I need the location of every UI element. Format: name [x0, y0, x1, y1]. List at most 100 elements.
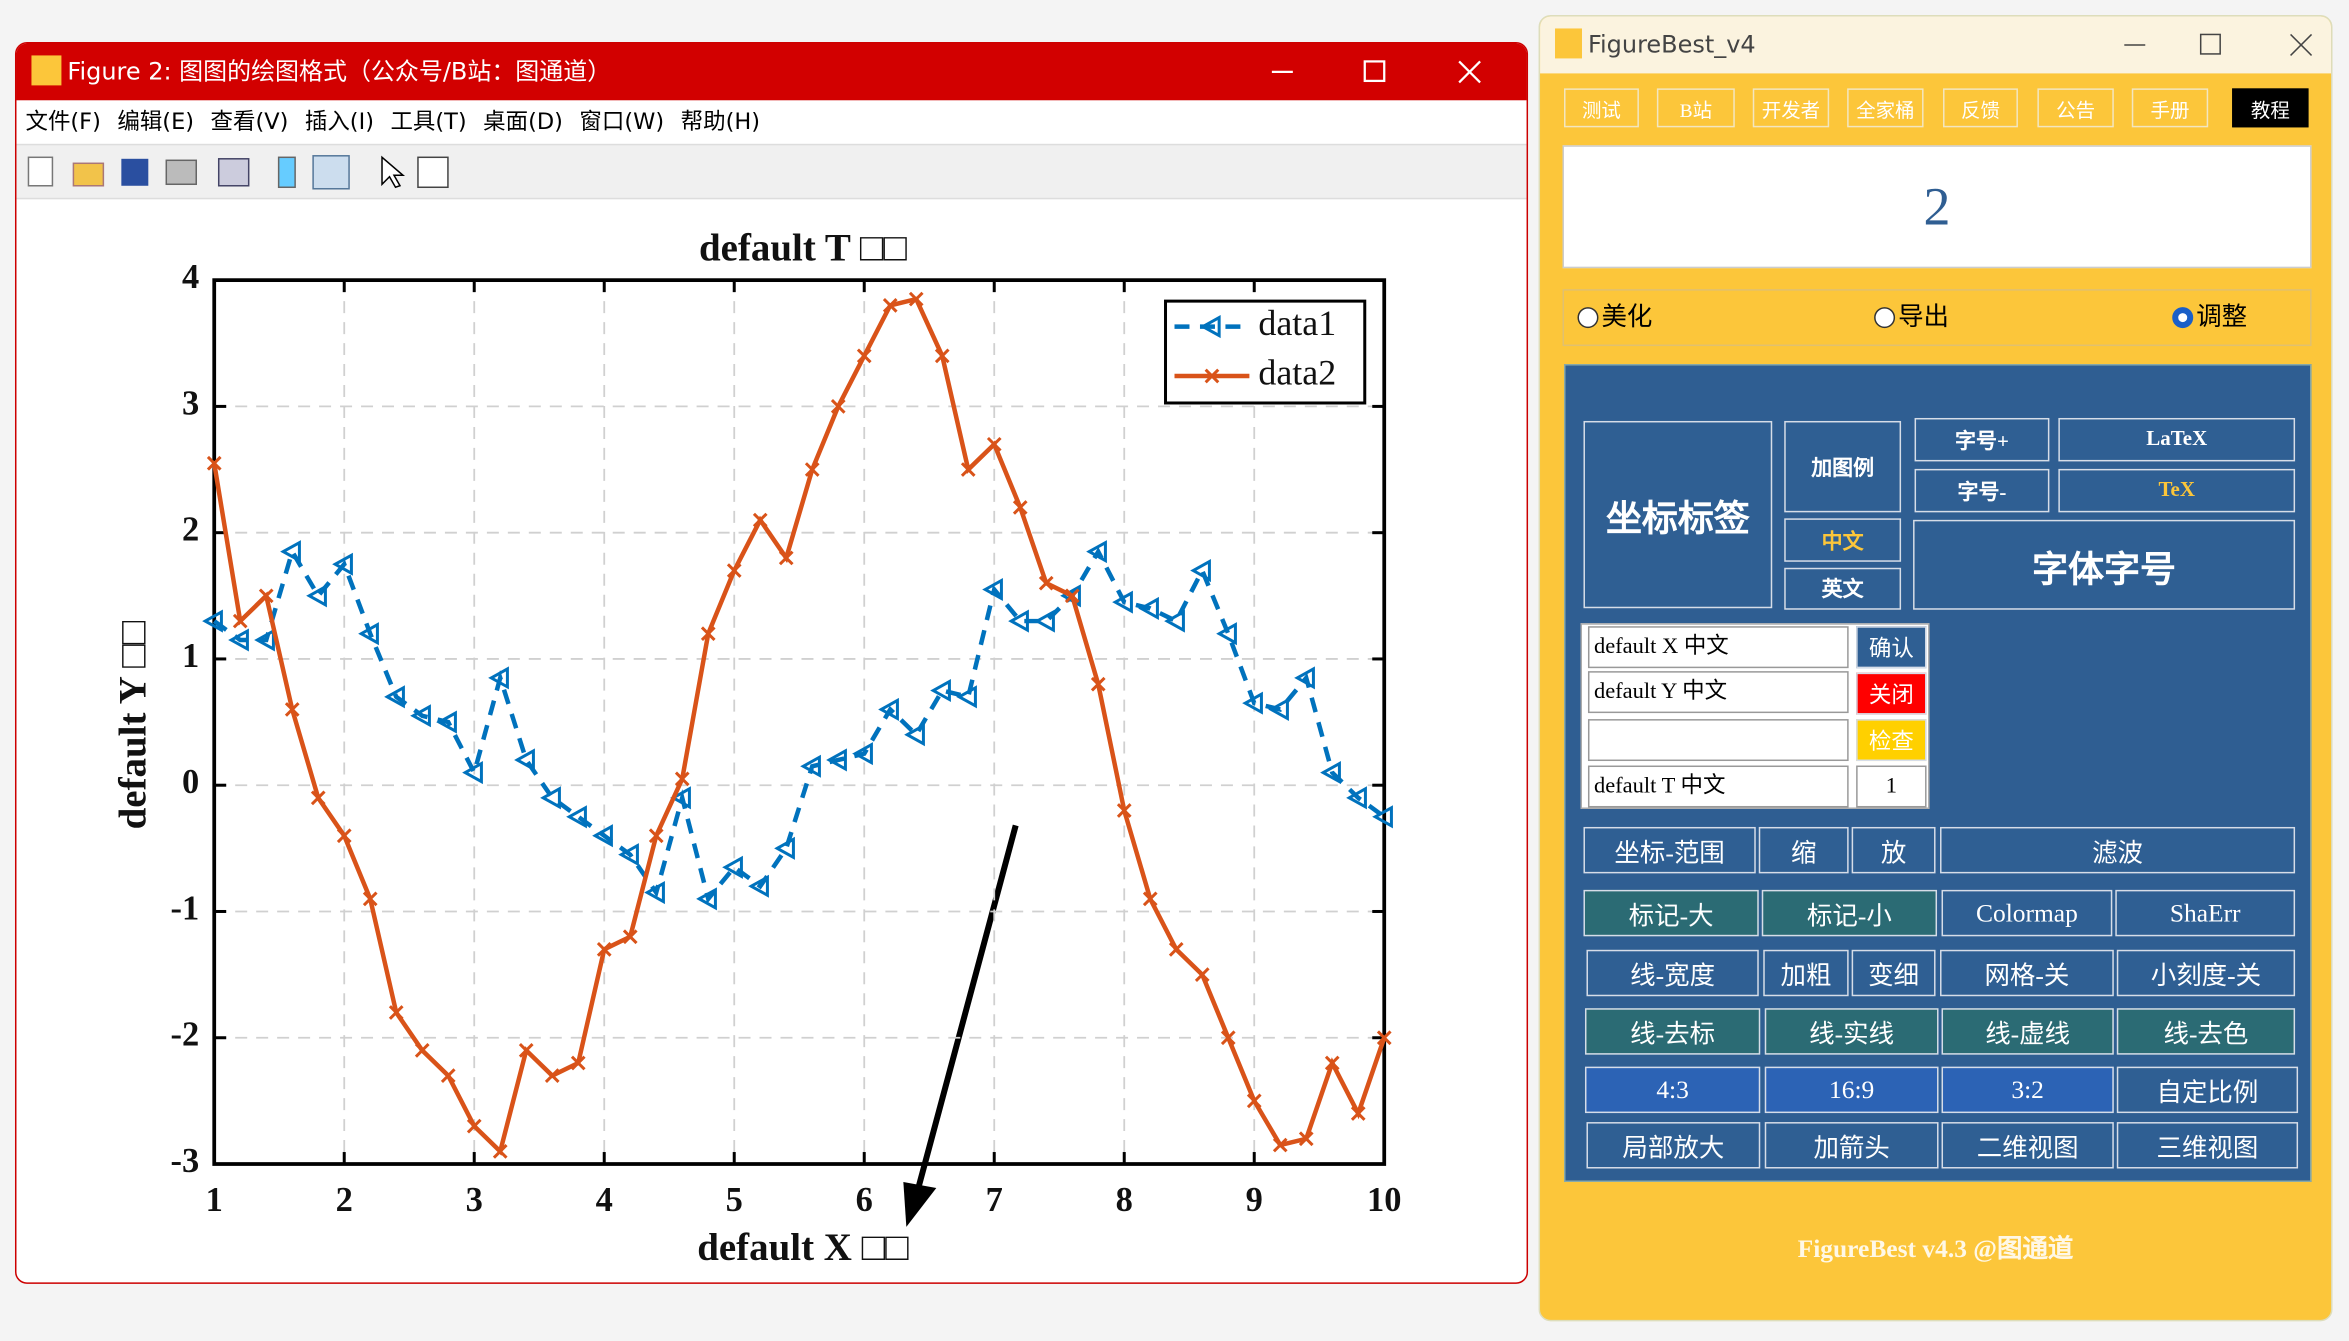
panel-button[interactable]: 缩 — [1758, 826, 1849, 874]
panel-button[interactable]: 中文 — [1784, 518, 1902, 562]
toolbar-icons[interactable] — [16, 145, 465, 197]
menu-item[interactable]: 帮助(H) — [680, 107, 760, 135]
data-point — [700, 626, 716, 642]
panel-button[interactable]: 自定比例 — [2116, 1066, 2299, 1114]
data-point — [544, 1068, 560, 1083]
data-point — [388, 1005, 404, 1020]
radio[interactable]: 导出 — [1874, 301, 1949, 334]
panel-button[interactable]: 小刻度-关 — [2116, 949, 2296, 997]
panel-button[interactable]: 三维视图 — [2116, 1122, 2299, 1169]
menu-item[interactable]: 工具(T) — [390, 107, 467, 135]
menu-item[interactable]: 桌面(D) — [483, 107, 563, 135]
panel-button[interactable]: 字号+ — [1914, 417, 2050, 462]
x-axis-label: default X □□ — [697, 1226, 909, 1269]
radio[interactable]: 调整 — [2172, 301, 2247, 334]
series-line — [212, 296, 1387, 1156]
radio[interactable]: 美化 — [1577, 301, 1652, 334]
data-point — [622, 929, 638, 945]
data-point — [206, 455, 222, 471]
data-point — [336, 828, 352, 844]
panel-button[interactable]: 线-宽度 — [1586, 949, 1759, 997]
tab-button[interactable]: 公告 — [2037, 88, 2114, 128]
figurebest-window: FigureBest_v4 2 美化 导出 调整 坐标标签 加图例 中文 英文 字号+ 字… — [1538, 14, 2333, 1322]
y-tick-label: -1 — [171, 889, 200, 927]
window-title: FigureBest_v4 — [1587, 29, 1756, 59]
tab-button[interactable]: B站 — [1656, 88, 1735, 128]
panel-button[interactable]: 字号- — [1914, 468, 2050, 513]
data-point — [1320, 761, 1341, 785]
panel-button[interactable]: 标记-大 — [1583, 889, 1759, 937]
data-point — [228, 628, 249, 652]
panel-button[interactable]: 3:2 — [1941, 1066, 2114, 1114]
panel-button[interactable]: 滤波 — [1940, 826, 2296, 874]
panel-button[interactable]: 加粗 — [1763, 949, 1849, 997]
panel-button[interactable]: 坐标标签 — [1583, 420, 1773, 609]
data-point — [1246, 1093, 1262, 1109]
panel-button[interactable]: 局部放大 — [1586, 1122, 1761, 1169]
x-tick-label: 9 — [1246, 1181, 1263, 1219]
tab-button[interactable]: 手册 — [2131, 88, 2209, 128]
text-input: default T 中文 — [1587, 765, 1849, 808]
tab-button[interactable]: 反馈 — [1943, 88, 2018, 128]
panel-button[interactable]: 关闭 — [1856, 672, 1927, 715]
data-point — [618, 843, 639, 867]
menu-item[interactable]: 窗口(W) — [579, 107, 665, 135]
data-point — [488, 666, 509, 690]
menu-item[interactable]: 文件(F) — [25, 107, 101, 135]
data-point — [1008, 609, 1029, 633]
panel-button[interactable]: 检查 — [1856, 719, 1927, 762]
data-point — [514, 748, 535, 772]
panel-button[interactable]: 坐标-范围 — [1583, 826, 1756, 874]
tab-button[interactable]: 开发者 — [1752, 88, 1830, 128]
tab-button[interactable]: 全家桶 — [1847, 88, 1924, 128]
panel-button[interactable]: 变细 — [1851, 949, 1936, 997]
data-point — [1142, 891, 1158, 907]
data-point — [1324, 1055, 1340, 1071]
tab-button[interactable]: 测试 — [1564, 88, 1639, 128]
data-point — [748, 874, 769, 898]
panel-button[interactable]: 网格-关 — [1940, 949, 2114, 997]
panel-button[interactable]: 字体字号 — [1913, 519, 2296, 610]
panel-button[interactable]: TeX — [2058, 468, 2296, 513]
panel-button[interactable]: 标记-小 — [1761, 889, 1938, 937]
panel-button[interactable]: 确认 — [1856, 626, 1927, 669]
panel-button[interactable]: 16:9 — [1764, 1066, 1939, 1114]
panel-button[interactable]: 线-虚线 — [1941, 1008, 2114, 1055]
panel-button[interactable]: Colormap — [1941, 889, 2113, 937]
panel-button[interactable]: 线-实线 — [1764, 1008, 1939, 1055]
data-point — [332, 552, 353, 576]
panel-button[interactable]: 线-去色 — [2116, 1008, 2296, 1055]
panel-button[interactable]: 加箭头 — [1764, 1122, 1939, 1169]
panel-button[interactable]: 二维视图 — [1941, 1122, 2114, 1169]
text-input — [1587, 719, 1849, 762]
panel-button[interactable]: LaTeX — [2058, 417, 2296, 462]
data-point — [826, 748, 847, 772]
data-point — [1298, 1131, 1314, 1147]
data-point — [1064, 588, 1080, 604]
panel-button[interactable]: 英文 — [1784, 567, 1902, 610]
data-point — [1164, 609, 1185, 633]
data-point — [930, 678, 951, 703]
data-point — [492, 1144, 508, 1159]
menu-item[interactable]: 查看(V) — [210, 107, 289, 135]
grid — [213, 279, 1386, 1165]
data-point — [596, 942, 612, 957]
tab-button[interactable]: 教程 — [2232, 88, 2309, 128]
panel-button[interactable]: 线-去标 — [1584, 1008, 1761, 1055]
panel-button[interactable]: 4:3 — [1584, 1066, 1761, 1114]
data-point — [414, 1043, 430, 1058]
window-title: Figure 2: 图图的绘图格式（公众号/B站：图通道） — [67, 56, 612, 86]
panel-button[interactable]: 放 — [1851, 826, 1936, 874]
data-point — [1090, 676, 1106, 692]
x-tick-label: 1 — [206, 1181, 223, 1219]
menu-item[interactable]: 插入(I) — [304, 107, 374, 135]
window-controls[interactable] — [2121, 16, 2331, 73]
window-controls[interactable] — [1242, 43, 1527, 100]
panel-button[interactable]: 加图例 — [1784, 420, 1902, 513]
panel-button[interactable]: ShaErr — [2115, 889, 2296, 937]
data-point — [462, 761, 483, 785]
plot: default T □□ default X □□ default Y □□ -… — [111, 227, 1401, 1269]
data-point — [852, 742, 873, 766]
menu-item[interactable]: 编辑(E) — [117, 107, 195, 135]
radio-label: 调整 — [2196, 302, 2248, 333]
